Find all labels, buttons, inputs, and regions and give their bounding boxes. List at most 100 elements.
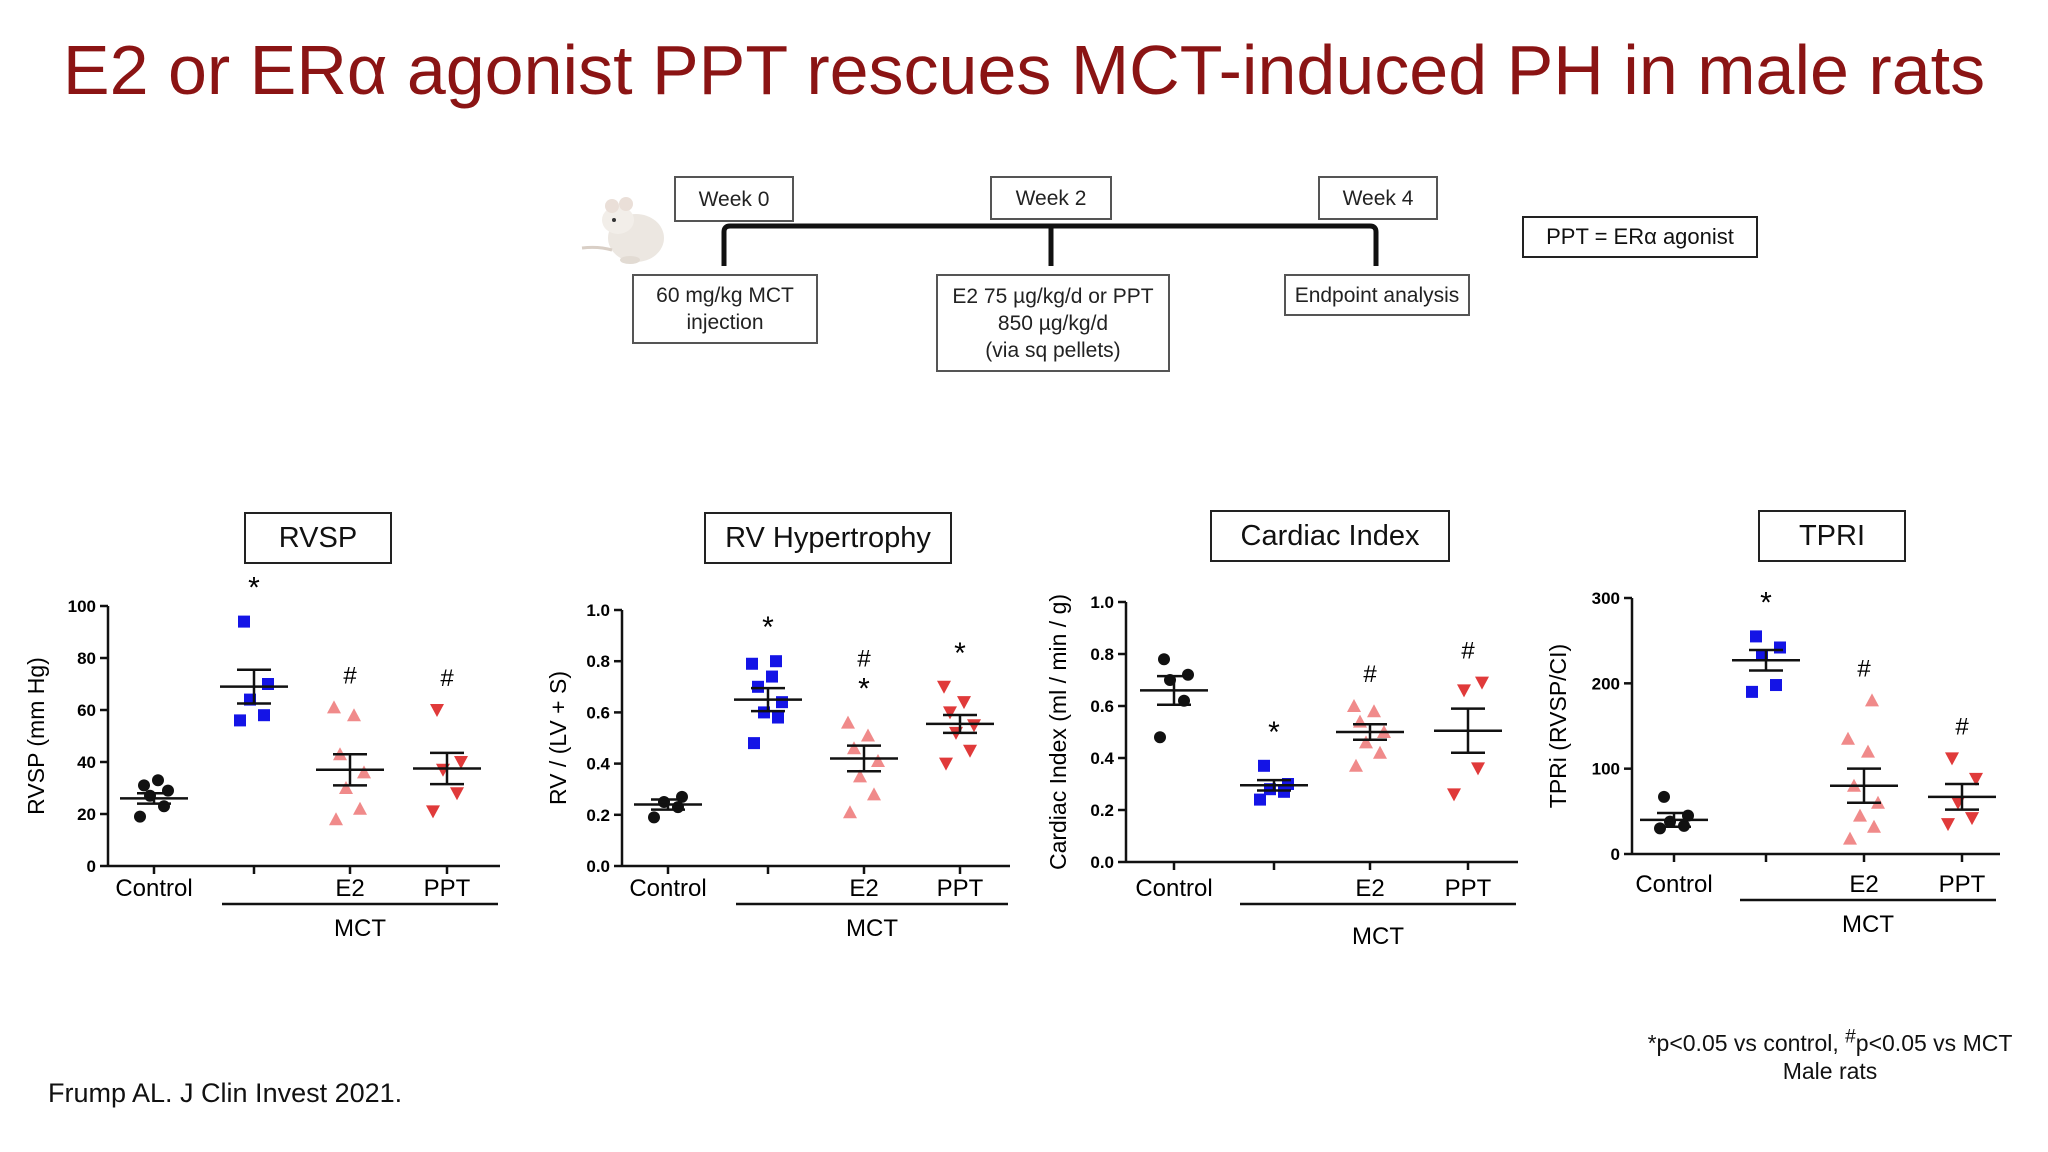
event-mct-injection: 60 mg/kg MCT injection (632, 274, 818, 344)
significance-marker: * (858, 673, 870, 706)
data-point (957, 696, 971, 710)
data-point (770, 655, 782, 668)
significance-marker: # (440, 665, 454, 692)
data-point (746, 657, 758, 670)
y-tick-label: 80 (77, 649, 96, 668)
y-tick-label: 1.0 (1090, 593, 1114, 612)
ppt-definition-box: PPT = ERα agonist (1522, 216, 1758, 258)
data-point (158, 800, 170, 813)
subset-note: Male rats (1782, 1058, 1878, 1084)
event-line: 60 mg/kg MCT (656, 284, 794, 307)
data-point (1347, 699, 1361, 712)
event-treatment: E2 75 µg/kg/d or PPT 850 µg/kg/d (via sq… (936, 274, 1170, 372)
y-tick-label: 20 (77, 805, 96, 824)
data-point (841, 715, 855, 729)
data-point (162, 784, 174, 797)
y-axis-label: TPRi (RVSP/CI) (1545, 644, 1571, 808)
data-point (1254, 793, 1266, 806)
panel-title-tpri: TPRI (1758, 510, 1906, 562)
rat-image (581, 197, 664, 264)
data-point (1654, 822, 1666, 835)
data-point (1945, 752, 1959, 766)
x-tick-label: E2 (849, 875, 878, 902)
data-point (1154, 731, 1166, 744)
timeline-bracket (721, 223, 1379, 266)
data-point (937, 680, 951, 694)
panel-title-text: Cardiac Index (1240, 519, 1420, 552)
panel-title-cardiac-index: Cardiac Index (1210, 510, 1450, 562)
data-point (1158, 653, 1170, 666)
panel-title-text: TPRI (1798, 519, 1866, 552)
significance-marker: * (954, 637, 966, 670)
group-label: MCT (1352, 923, 1404, 950)
significance-marker: # (343, 662, 357, 689)
data-point (672, 801, 684, 814)
data-point (967, 719, 981, 733)
x-tick-label: PPT (937, 875, 984, 902)
data-point (1843, 831, 1857, 845)
y-tick-label: 0.6 (1090, 697, 1114, 716)
group-label: MCT (334, 915, 386, 942)
y-tick-label: 200 (1592, 674, 1620, 693)
data-point (1182, 668, 1194, 681)
y-tick-label: 60 (77, 701, 96, 720)
data-point (353, 801, 367, 815)
y-tick-label: 100 (1592, 760, 1620, 779)
data-point (426, 805, 440, 819)
week-4-label: Week 4 (1342, 186, 1414, 210)
data-point (1746, 685, 1758, 698)
significance-marker: # (1857, 655, 1871, 682)
data-point (430, 704, 444, 717)
event-line: injection (686, 311, 764, 334)
timeline-week-0: Week 0 (674, 176, 794, 222)
data-point (1658, 790, 1670, 803)
data-point (871, 754, 885, 768)
panel-title-text: RVSP (278, 521, 358, 554)
x-tick-label: Control (629, 875, 706, 902)
y-axis-label: RVSP (mm Hg) (23, 657, 49, 815)
panel-title-rvsp: RVSP (244, 512, 392, 564)
data-point (1750, 630, 1762, 643)
week-2-label: Week 2 (1015, 186, 1087, 210)
data-point (1359, 735, 1373, 749)
data-point (339, 781, 353, 794)
significance-marker: * (762, 611, 774, 644)
data-point (1367, 704, 1381, 718)
data-point (327, 700, 341, 714)
data-point (357, 765, 371, 779)
data-point (776, 696, 788, 709)
data-point (1841, 731, 1855, 745)
significance-note: *p<0.05 vs control, #p<0.05 vs MCT (1620, 1026, 2040, 1057)
data-point (1965, 812, 1979, 826)
x-tick-label: PPT (1939, 871, 1986, 898)
data-point (847, 741, 861, 755)
x-tick-label: Control (115, 875, 192, 902)
data-point (1258, 759, 1270, 772)
event-line: E2 75 µg/kg/d or PPT (952, 284, 1154, 308)
data-point (648, 811, 660, 824)
y-tick-label: 0.4 (586, 755, 610, 774)
data-point (1865, 693, 1879, 707)
y-axis-label: RV / (LV + S) (545, 671, 571, 805)
group-label: MCT (1842, 911, 1894, 938)
x-tick-label: Control (1135, 875, 1212, 902)
y-tick-label: 40 (77, 753, 96, 772)
timeline-week-4: Week 4 (1318, 176, 1438, 220)
data-point (238, 615, 250, 628)
y-tick-label: 0.8 (586, 652, 610, 671)
data-point (861, 728, 875, 742)
y-tick-label: 0 (1611, 845, 1620, 864)
data-point (1861, 744, 1875, 758)
data-point (1373, 745, 1387, 759)
data-point (1447, 788, 1461, 802)
y-tick-label: 0.0 (1090, 853, 1114, 872)
data-point (1770, 679, 1782, 692)
x-tick-label: PPT (1445, 875, 1492, 902)
significance-note-text: *p<0.05 vs control, #p<0.05 vs MCT (1647, 1026, 2013, 1056)
significance-marker: # (1363, 661, 1377, 688)
data-point (454, 756, 468, 769)
y-tick-label: 0.2 (1090, 801, 1114, 820)
y-tick-label: 0.8 (1090, 645, 1114, 664)
data-point (1471, 762, 1485, 776)
